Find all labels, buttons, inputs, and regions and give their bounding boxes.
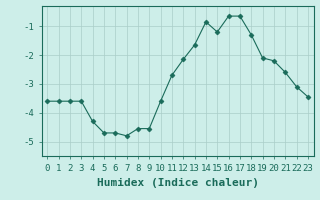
- X-axis label: Humidex (Indice chaleur): Humidex (Indice chaleur): [97, 178, 259, 188]
